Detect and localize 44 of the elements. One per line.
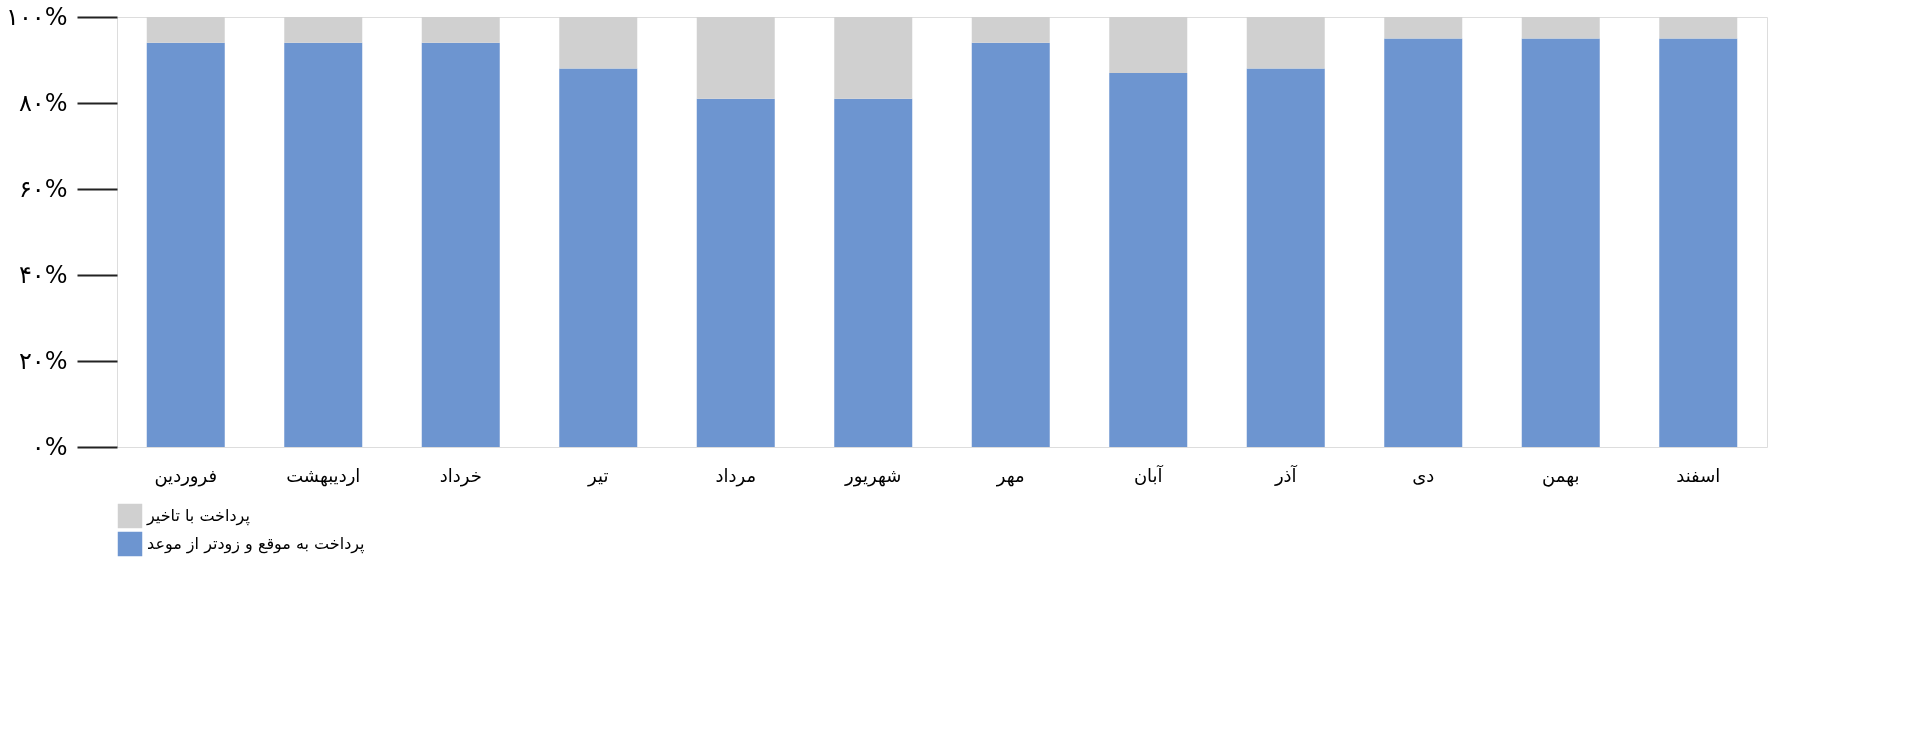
bar xyxy=(1659,17,1738,39)
bar xyxy=(284,42,363,447)
y-tick-label: ۸۰% xyxy=(18,88,68,117)
bar xyxy=(834,17,913,99)
bar xyxy=(1246,68,1325,447)
x-tick-label: دی xyxy=(1412,464,1435,486)
x-tick-label: شهریور xyxy=(844,464,902,487)
y-tick-label: ۱۰۰% xyxy=(6,2,68,31)
x-tick-label: خرداد xyxy=(439,464,482,487)
x-tick-label: آذر xyxy=(1273,463,1298,486)
y-tick-label: ۲۰% xyxy=(18,346,68,375)
bar xyxy=(1521,38,1600,447)
y-tick-label: ۰% xyxy=(31,432,68,461)
bar xyxy=(1659,38,1738,447)
bar xyxy=(1246,17,1325,69)
legend-label: پرداخت با تاخیر xyxy=(146,506,250,526)
x-tick-label: اسفند xyxy=(1676,464,1721,486)
x-tick-label: تیر xyxy=(587,464,609,487)
bar xyxy=(1521,17,1600,39)
x-tick-label: مهر xyxy=(995,464,1025,487)
y-tick-label: ۶۰% xyxy=(18,174,68,203)
bar xyxy=(1109,17,1188,73)
bar xyxy=(1384,17,1463,39)
bar xyxy=(696,98,775,447)
bar xyxy=(1109,72,1188,447)
bar xyxy=(971,17,1050,43)
bar xyxy=(559,17,638,69)
bar xyxy=(146,42,225,447)
bar xyxy=(696,17,775,99)
bar xyxy=(421,17,500,43)
x-tick-label: بهمن xyxy=(1542,464,1580,487)
bar xyxy=(559,68,638,447)
bar xyxy=(1384,38,1463,447)
bar xyxy=(834,98,913,447)
x-tick-label: مرداد xyxy=(715,464,757,487)
x-tick-label: آبان xyxy=(1133,463,1164,486)
y-tick-label: ۴۰% xyxy=(18,260,68,289)
bar xyxy=(971,42,1050,447)
x-tick-label: اردیبهشت xyxy=(286,464,361,487)
bar xyxy=(421,42,500,447)
x-tick-label: فروردین xyxy=(154,464,218,487)
legend-label: پرداخت به موقع و زودتر از موعد xyxy=(147,534,365,554)
bar xyxy=(146,17,225,43)
bar xyxy=(284,17,363,43)
